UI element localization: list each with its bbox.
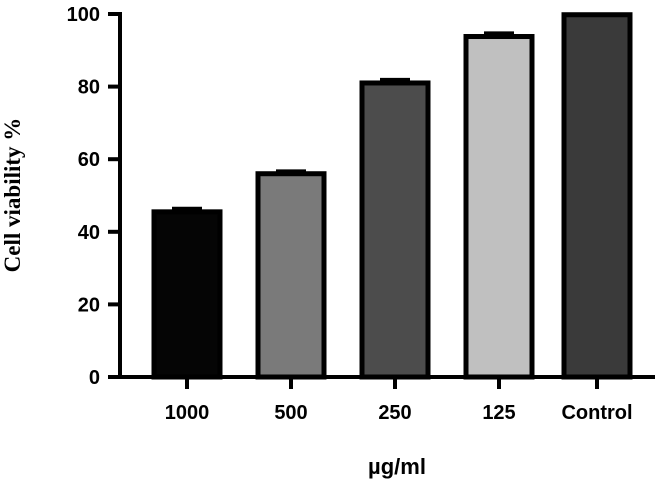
y-tick-label: 80 bbox=[78, 77, 100, 99]
x-tick-label: 250 bbox=[378, 402, 411, 424]
bar-control bbox=[561, 12, 633, 380]
x-axis: 1000 500 250 125 Control bbox=[118, 375, 655, 424]
y-axis: 0 20 40 60 80 100 bbox=[67, 4, 122, 389]
x-tick-label: 500 bbox=[274, 402, 307, 424]
bar-125 bbox=[463, 34, 535, 380]
x-tick-label: 125 bbox=[482, 402, 515, 424]
y-tick-label: 60 bbox=[78, 149, 100, 171]
x-tick-label: Control bbox=[561, 402, 632, 424]
x-tick-label: 1000 bbox=[165, 402, 210, 424]
y-tick-label: 40 bbox=[78, 222, 100, 244]
x-axis-title: µg/ml bbox=[368, 454, 426, 479]
y-tick-label: 20 bbox=[78, 294, 100, 316]
bar-250 bbox=[359, 80, 431, 380]
y-tick-label: 100 bbox=[67, 4, 100, 26]
bar-500 bbox=[255, 171, 327, 380]
bars bbox=[151, 12, 633, 380]
bar-1000 bbox=[151, 209, 223, 380]
y-tick-label: 0 bbox=[89, 367, 100, 389]
y-axis-title: Cell viability % bbox=[0, 118, 25, 273]
